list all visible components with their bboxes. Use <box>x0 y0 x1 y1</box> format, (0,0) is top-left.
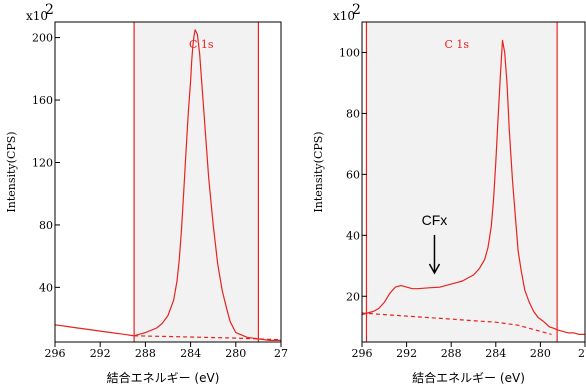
annotation-cfx: CFx <box>422 212 448 275</box>
scale-power-right: 2 <box>352 2 361 18</box>
x-axis-ticks-left: 296 292 288 284 280 27 <box>45 342 288 360</box>
spectrum-series-left <box>54 29 281 341</box>
y-tick-label: 160 <box>32 94 53 107</box>
scale-exponent-right: x10 <box>333 9 355 23</box>
x-tick-label: 27 <box>274 347 288 360</box>
x-tick-label: 27 <box>578 347 586 360</box>
x-tick-label: 296 <box>45 347 66 360</box>
annotation-cfx-label: CFx <box>422 212 448 228</box>
series-layer-left <box>54 29 282 341</box>
baseline-series-left <box>134 335 282 341</box>
x-tick-label: 292 <box>90 347 111 360</box>
y-axis-label-right: Intensity(CPS) <box>312 131 325 212</box>
x-tick-label: 292 <box>396 347 417 360</box>
x-tick-label: 288 <box>135 347 156 360</box>
annotation-arrow-head <box>428 263 441 275</box>
x-axis-label-left: 結合エネルギー (eV) <box>107 370 220 385</box>
plot-frame-border-right <box>361 21 586 343</box>
y-tick-label: 40 <box>346 229 360 242</box>
y-tick-label: 20 <box>346 290 360 303</box>
y-tick-label: 100 <box>339 46 360 59</box>
baseline-series-right <box>361 312 552 335</box>
spectrum-series-right <box>361 39 585 335</box>
y-tick-label: 80 <box>346 107 360 120</box>
y-axis-ticks-right: 20 40 60 80 100 <box>339 46 367 303</box>
y-tick-label: 120 <box>32 156 53 169</box>
y-tick-label: 40 <box>39 281 53 294</box>
y-tick-label: 200 <box>32 32 53 45</box>
y-axis-label-left: Intensity(CPS) <box>5 131 18 212</box>
region-c1s-right <box>366 22 558 342</box>
x-tick-label: 288 <box>441 347 462 360</box>
x-tick-label: 280 <box>225 347 246 360</box>
region-c1s-left <box>134 22 259 342</box>
chart-panel-left: C 1s 40 80 120 160 200 296 292 288 284 280 27 x10… <box>5 2 288 385</box>
x-axis-ticks-right: 296 292 288 284 280 27 <box>352 342 586 360</box>
scale-power-left: 2 <box>45 2 54 18</box>
region-label-right: C 1s <box>445 38 470 51</box>
series-layer-right <box>361 39 585 335</box>
chart-panel-right: C 1s 20 40 60 80 100 296 292 288 284 280 27 x10 2… <box>312 2 586 385</box>
region-label-left: C 1s <box>189 38 214 51</box>
scale-exponent-left: x10 <box>26 9 48 23</box>
y-axis-ticks-left: 40 80 120 160 200 <box>32 32 60 294</box>
x-tick-label: 280 <box>530 347 551 360</box>
plot-frame-border-left <box>54 21 282 343</box>
y-tick-label: 80 <box>39 219 53 232</box>
x-axis-label-right: 結合エネルギー (eV) <box>412 370 525 385</box>
x-tick-label: 284 <box>485 347 506 360</box>
x-tick-label: 296 <box>352 347 373 360</box>
y-tick-label: 60 <box>346 168 360 181</box>
x-tick-label: 284 <box>180 347 201 360</box>
